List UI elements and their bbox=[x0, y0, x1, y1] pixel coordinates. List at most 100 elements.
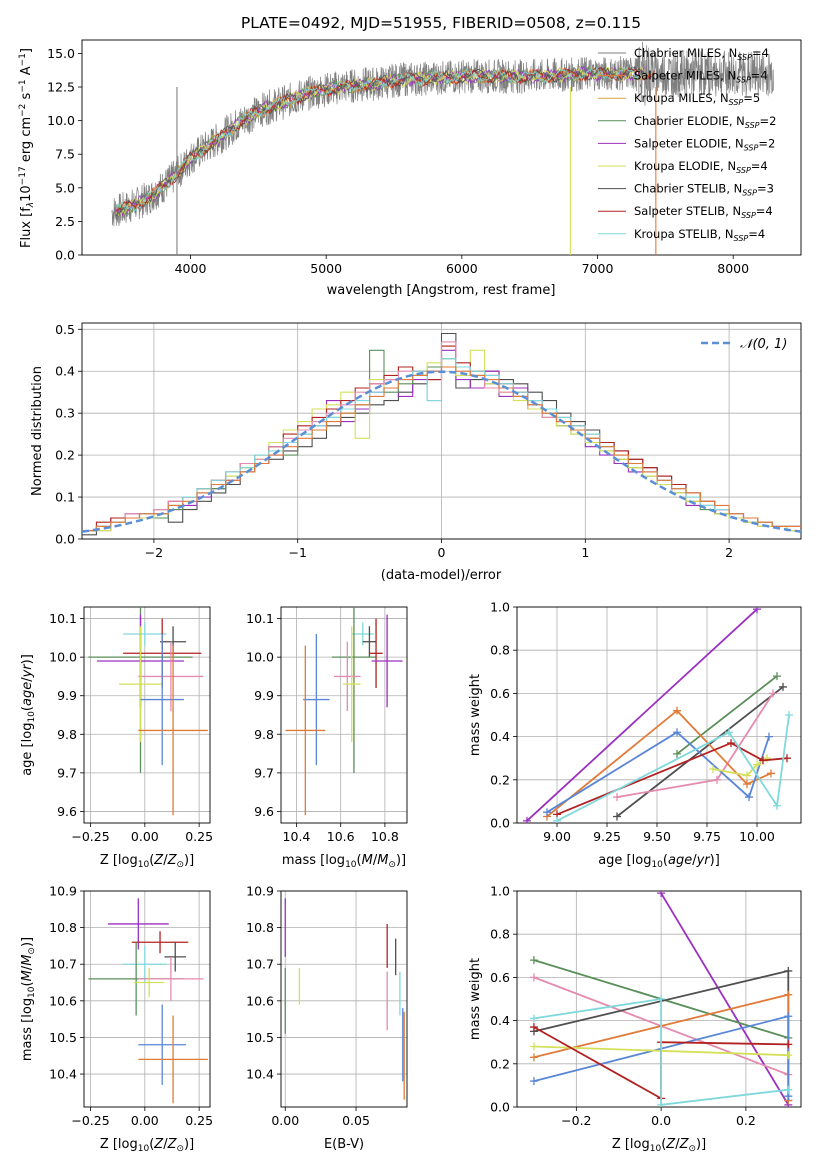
weight-vs-age-x-tick-label: 10.00 bbox=[739, 829, 775, 844]
plus-marker bbox=[613, 812, 621, 821]
weight-vs-z-y-label: mass weight bbox=[468, 958, 483, 1040]
residuals-x-tick-label: 0 bbox=[438, 545, 446, 560]
weight-vs-z-x-tick-label: 0.2 bbox=[736, 1113, 756, 1128]
weight-vs-age-y-tick-label: 0.2 bbox=[490, 772, 510, 787]
weight-vs-age-x-tick-label: 9.25 bbox=[593, 829, 621, 844]
plus-marker bbox=[529, 1042, 538, 1051]
weight-vs-z-y-tick-label: 0.8 bbox=[490, 927, 510, 942]
age-vs-z-frame bbox=[83, 606, 211, 824]
residuals-frame bbox=[81, 322, 802, 540]
weight-vs-age-panel: 9.00 9.25 9.50 9.75 10.000.00.20.40.60.81.0 … bbox=[468, 600, 802, 870]
legend-label: Kroupa MILES, NSSP=5 bbox=[634, 91, 760, 107]
mass-vs-ebv-y-tick-label: 10.9 bbox=[246, 884, 274, 899]
plus-marker bbox=[673, 706, 681, 715]
legend-label: Chabrier ELODIE, NSSP=2 bbox=[634, 114, 776, 130]
plus-marker bbox=[769, 689, 777, 698]
mass-vs-ebv-plot-area bbox=[284, 898, 405, 1100]
figure-title: PLATE=0492, MJD=51955, FIBERID=0508, z=0… bbox=[241, 14, 641, 32]
plus-marker bbox=[529, 1077, 538, 1086]
residuals-y-tick-label: 0.3 bbox=[55, 406, 75, 421]
plus-marker bbox=[784, 1012, 793, 1021]
residuals-legend: 𝒩(0, 1) bbox=[701, 337, 787, 352]
weight-vs-z-y-tick-label: 0.6 bbox=[490, 970, 510, 985]
mass-vs-z-x-label: Z [log10(Z/Z⊙)] bbox=[100, 1137, 194, 1154]
weight-vs-z-x-label: Z [log10(Z/Z⊙)] bbox=[612, 1137, 706, 1154]
mass-vs-z-y-tick-label: 10.6 bbox=[49, 993, 77, 1008]
weight-vs-age-y-tick-label: 0.8 bbox=[490, 643, 510, 658]
spectrum-x-label: wavelength [Angstrom, rest frame] bbox=[327, 283, 556, 298]
age-vs-mass-frame bbox=[280, 606, 408, 824]
age-vs-z-panel: −0.25 0.00 0.25 9.6 9.7 9.8 9.9 10.0 10.1 Z [log… bbox=[20, 606, 213, 870]
mass-vs-z-x-tick-label: 0.00 bbox=[131, 1113, 159, 1128]
weight-vs-age-y-tick-label: 1.0 bbox=[490, 600, 510, 615]
plus-marker bbox=[745, 793, 753, 802]
weight-vs-z-x-tick-label: 0.0 bbox=[651, 1113, 671, 1128]
weight-vs-z-x-tick-label: −0.2 bbox=[561, 1113, 591, 1128]
weight-series-line bbox=[556, 742, 788, 816]
mass-vs-z-y-tick-label: 10.4 bbox=[49, 1067, 77, 1082]
age-vs-z-y-tick-label: 9.6 bbox=[57, 804, 77, 819]
plus-marker bbox=[529, 956, 538, 965]
weight-series-line bbox=[616, 686, 784, 818]
mass-vs-ebv-y-tick-label: 10.4 bbox=[246, 1067, 274, 1082]
model-spectrum-line bbox=[115, 65, 645, 217]
residuals-axes: −2 −1 0 1 2 0.0 0.1 0.2 0.3 0.4 0.5 bbox=[55, 322, 802, 560]
plus-marker bbox=[725, 728, 733, 737]
weight-series-line bbox=[556, 714, 790, 822]
weight-series-line bbox=[712, 757, 768, 777]
residuals-x-tick-label: 2 bbox=[725, 545, 733, 560]
mass-vs-z-axes: −0.25 0.00 0.25 10.4 10.5 10.6 10.7 10.8 10.9 bbox=[49, 884, 213, 1129]
residuals-y-tick-label: 0.1 bbox=[55, 490, 75, 505]
weight-vs-age-y-tick-label: 0.4 bbox=[490, 729, 510, 744]
plus-marker bbox=[529, 1023, 538, 1032]
spectrum-x-tick-label: 7000 bbox=[582, 261, 614, 276]
spectrum-x-tick-label: 5000 bbox=[310, 261, 342, 276]
age-vs-mass-y-tick-label: 10.0 bbox=[246, 650, 274, 665]
weight-series-line bbox=[533, 997, 789, 1106]
age-vs-z-y-tick-label: 10.1 bbox=[49, 611, 77, 626]
age-vs-mass-plot-area bbox=[285, 607, 403, 816]
mass-vs-z-plot-area bbox=[88, 898, 208, 1104]
plus-marker bbox=[727, 739, 735, 748]
plus-marker bbox=[784, 1051, 793, 1060]
legend-label: Salpeter ELODIE, NSSP=2 bbox=[634, 136, 775, 152]
plus-marker bbox=[673, 749, 681, 758]
weight-vs-z-plot-area bbox=[529, 891, 793, 1107]
weight-vs-age-x-label: age [log10(age/yr)] bbox=[598, 853, 720, 870]
model-spectrum-line bbox=[115, 65, 645, 217]
legend-label: Salpeter MILES, NSSP=4 bbox=[634, 69, 768, 85]
residuals-plot-area bbox=[82, 332, 801, 536]
spectrum-frame bbox=[81, 39, 802, 256]
normal-curve-legend-label: 𝒩(0, 1) bbox=[740, 337, 787, 352]
plus-marker bbox=[784, 1040, 793, 1049]
plus-marker bbox=[553, 816, 561, 823]
age-vs-z-y-label: age [log10(age/yr)] bbox=[20, 654, 37, 776]
weight-vs-age-y-tick-label: 0.0 bbox=[490, 816, 510, 831]
age-vs-z-x-tick-label: −0.25 bbox=[71, 829, 109, 844]
mass-vs-ebv-x-tick-label: 0.00 bbox=[271, 1113, 299, 1128]
plus-marker bbox=[773, 672, 781, 681]
mass-vs-z-y-label: mass [log10(M/M⊙)] bbox=[20, 937, 37, 1061]
residuals-y-tick-label: 0.5 bbox=[55, 322, 75, 337]
age-vs-mass-x-tick-label: 10.4 bbox=[283, 829, 311, 844]
age-vs-z-x-tick-label: 0.00 bbox=[131, 829, 159, 844]
weight-vs-age-x-tick-label: 9.50 bbox=[643, 829, 671, 844]
age-vs-mass-y-tick-label: 10.1 bbox=[246, 611, 274, 626]
spectrum-x-tick-label: 4000 bbox=[175, 261, 207, 276]
residuals-x-label: (data-model)/error bbox=[381, 568, 502, 583]
residuals-y-tick-label: 0.2 bbox=[55, 448, 75, 463]
plus-marker bbox=[613, 793, 621, 802]
mass-vs-z-y-tick-label: 10.5 bbox=[49, 1030, 77, 1045]
mass-vs-ebv-x-label: E(B-V) bbox=[324, 1137, 364, 1152]
spectrum-y-tick-label: 10.0 bbox=[47, 113, 75, 128]
plus-marker bbox=[784, 1085, 793, 1094]
spectrum-panel: 4000 5000 6000 7000 8000 0.0 2.5 5.0 7.5 10.0 12.5… bbox=[18, 39, 802, 298]
weight-vs-z-panel: −0.2 0.0 0.2 0.0 0.2 0.4 0.6 0.8 1.0 Z [log10(Z/… bbox=[468, 884, 802, 1154]
age-vs-mass-x-label: mass [log10(M/M⊙)] bbox=[282, 853, 406, 870]
age-vs-mass-panel: 10.4 10.6 10.8 9.6 9.7 9.8 9.9 10.0 10.1 mass [l… bbox=[246, 606, 408, 870]
weight-series-line bbox=[546, 709, 772, 818]
age-vs-z-y-tick-label: 9.7 bbox=[57, 765, 77, 780]
spectrum-plot-area bbox=[111, 41, 775, 255]
plus-marker bbox=[673, 728, 681, 737]
age-vs-z-plot-area bbox=[88, 607, 208, 816]
